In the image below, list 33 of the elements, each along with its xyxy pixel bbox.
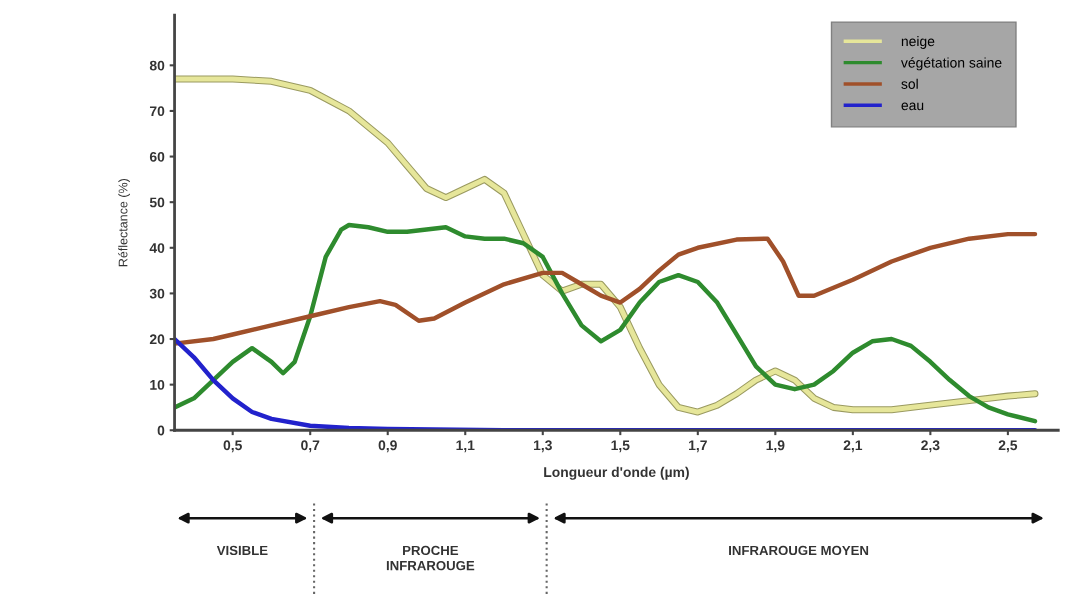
y-tick-label: 80 xyxy=(149,60,165,71)
y-tick-label: 40 xyxy=(149,243,165,253)
x-tick-label: 0,9 xyxy=(378,440,397,453)
line-series xyxy=(174,222,1038,424)
line-series xyxy=(174,336,1038,431)
line-series xyxy=(174,231,1038,346)
x-tick-label: 0,5 xyxy=(223,440,242,453)
x-tick-label: 1,1 xyxy=(456,440,475,453)
y-tick-label: 30 xyxy=(149,288,165,299)
x-tick-label: 2,1 xyxy=(843,440,863,453)
y-tick-label: 20 xyxy=(149,334,165,345)
y-tick-label: 10 xyxy=(150,379,165,390)
x-tick-label: 1,9 xyxy=(766,440,785,453)
x-tick-label: 1,7 xyxy=(689,440,707,453)
y-tick-label: 50 xyxy=(149,197,165,208)
line-series xyxy=(174,75,1039,416)
x-tick-label: 0,7 xyxy=(301,440,320,453)
text: VISIBLE xyxy=(216,545,268,556)
x-tick-label: 1,5 xyxy=(611,440,630,453)
legend-label: neige xyxy=(901,35,935,49)
y-axis-title: Réflectance (%) xyxy=(118,179,130,267)
legend-label: sol xyxy=(901,78,918,89)
x-tick-label: 1,3 xyxy=(533,440,552,453)
y-tick-label: 70 xyxy=(149,106,165,117)
legend-label: eau xyxy=(901,102,924,111)
x-axis-title: Longueur d'onde (µm) xyxy=(544,466,689,480)
text: INFRAROUGE MOYEN xyxy=(729,545,869,556)
y-tick-label: 0 xyxy=(157,425,165,436)
text: PROCHE INFRAROUGE xyxy=(386,545,475,571)
y-tick-label: 60 xyxy=(149,151,165,162)
x-tick-label: 2,5 xyxy=(998,440,1018,453)
legend-label: végétation saine xyxy=(900,57,1002,71)
x-tick-label: 2,3 xyxy=(921,440,940,453)
